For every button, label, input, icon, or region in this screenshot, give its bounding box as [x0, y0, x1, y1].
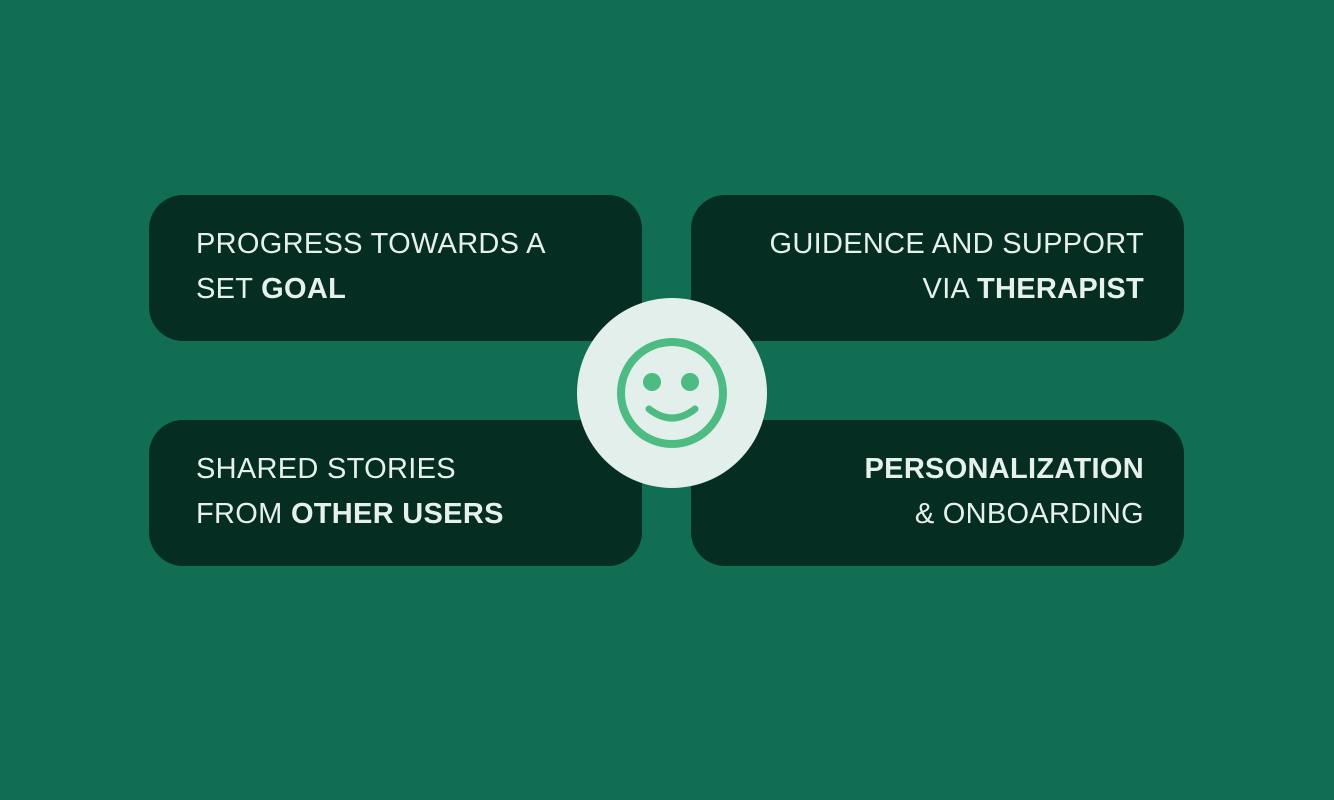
feature-card-highlight: OTHER USERS [290, 498, 504, 530]
feature-card-line2-prefix: SET [196, 273, 262, 305]
feature-card-highlight: GOAL [261, 273, 347, 305]
feature-card-personalization: PERSONALIZATION & ONBOARDING [691, 420, 1184, 566]
feature-card-line2-prefix: FROM [196, 498, 291, 530]
feature-card-line2-prefix: VIA [922, 273, 977, 305]
feature-card-line2: & ONBOARDING [914, 498, 1144, 530]
feature-card-text: GUIDENCE AND SUPPORT VIA THERAPIST [770, 222, 1144, 312]
feature-card-other-users: SHARED STORIES FROM OTHER USERS [149, 420, 642, 566]
feature-card-therapist: GUIDENCE AND SUPPORT VIA THERAPIST [691, 195, 1184, 341]
feature-card-line2: SET GOAL [196, 267, 546, 312]
feature-card-goal: PROGRESS TOWARDS A SET GOAL [149, 195, 642, 341]
smiley-face-icon [617, 338, 727, 448]
feature-card-line1: GUIDENCE AND SUPPORT [769, 228, 1144, 260]
feature-card-text: PERSONALIZATION & ONBOARDING [865, 447, 1144, 537]
feature-card-text: PROGRESS TOWARDS A SET GOAL [196, 222, 546, 312]
center-badge [577, 298, 767, 488]
feature-card-line1: SHARED STORIES [196, 453, 456, 485]
feature-card-highlight: THERAPIST [976, 273, 1144, 305]
feature-card-line2: VIA THERAPIST [770, 267, 1144, 312]
feature-card-line2: FROM OTHER USERS [196, 492, 504, 537]
feature-card-highlight: PERSONALIZATION [864, 453, 1144, 485]
feature-card-line1: PROGRESS TOWARDS A [196, 228, 546, 260]
feature-card-text: SHARED STORIES FROM OTHER USERS [196, 447, 504, 537]
